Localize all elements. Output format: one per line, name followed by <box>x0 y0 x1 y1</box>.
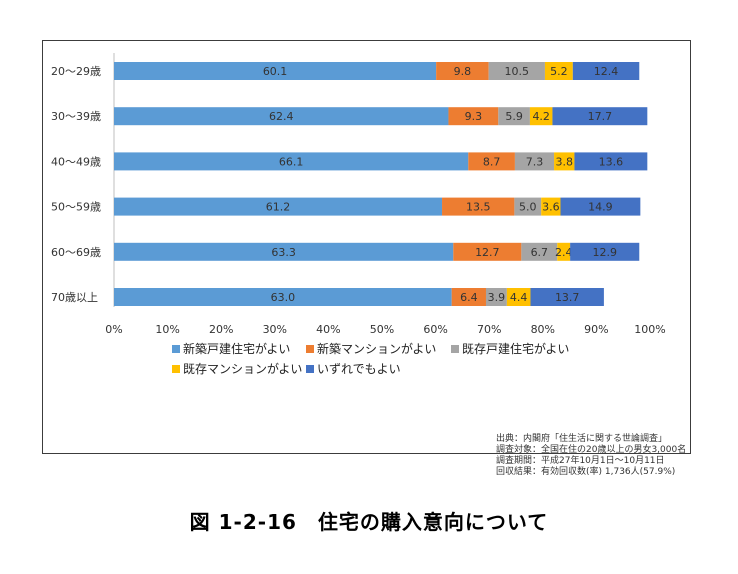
data-label: 3.8 <box>555 155 573 168</box>
bar-segment <box>114 197 443 216</box>
category-label: 70歳以上 <box>51 291 98 304</box>
legend-label: 既存マンションがよい <box>183 361 302 376</box>
data-label: 13.7 <box>555 291 580 304</box>
legend-swatch <box>451 345 459 353</box>
bar-segment <box>557 242 571 261</box>
x-tick-label: 90% <box>584 323 608 336</box>
category-label: 40〜49歳 <box>51 155 101 168</box>
category-label: 30〜39歳 <box>51 110 101 123</box>
data-label: 4.2 <box>532 110 550 123</box>
legend-label: 新築マンションがよい <box>317 341 436 356</box>
source-note: 出典：内閣府「住生活に関する世論調査」 調査対象：全国在住の20歳以上の男女3,… <box>496 434 736 478</box>
bar-segment <box>498 107 530 126</box>
bar-segment <box>488 62 545 80</box>
bar-segment <box>560 197 641 216</box>
data-label: 63.0 <box>271 291 296 304</box>
x-tick-label: 50% <box>370 323 394 336</box>
data-label: 17.7 <box>588 110 613 123</box>
data-label: 13.6 <box>599 155 624 168</box>
data-label: 5.9 <box>505 110 523 123</box>
bar-segment <box>448 107 499 126</box>
x-tick-label: 100% <box>634 323 665 336</box>
x-tick-label: 0% <box>105 323 122 336</box>
category-label: 60〜69歳 <box>51 246 101 259</box>
bar-segment <box>468 152 515 171</box>
x-tick-label: 20% <box>209 323 233 336</box>
data-label: 12.4 <box>594 65 619 78</box>
bar-segment <box>442 197 515 216</box>
bar-segment <box>451 288 486 306</box>
legend-swatch <box>172 365 180 373</box>
x-tick-label: 40% <box>316 323 340 336</box>
legend-swatch <box>306 345 314 353</box>
source-note-line: 出典：内閣府「住生活に関する世論調査」 <box>496 434 668 444</box>
data-label: 9.3 <box>465 110 483 123</box>
x-tick-label: 60% <box>423 323 447 336</box>
data-label: 14.9 <box>588 201 613 214</box>
source-note-line: 回収結果：有効回収数(率) 1,736人(57.9%) <box>496 467 676 477</box>
x-tick-label: 10% <box>155 323 179 336</box>
bar-segment <box>529 107 553 126</box>
data-label: 12.7 <box>475 246 500 259</box>
data-label: 62.4 <box>269 110 294 123</box>
bar-segment <box>570 242 640 261</box>
legend-label: 新築戸建住宅がよい <box>183 341 290 356</box>
source-note-line: 調査対象：全国在住の20歳以上の男女3,000名 <box>496 445 687 455</box>
category-label: 50〜59歳 <box>51 201 101 214</box>
bar-segment <box>436 62 489 80</box>
data-label: 3.6 <box>542 201 560 214</box>
bar-segment <box>541 197 561 216</box>
bar-segment <box>453 242 522 261</box>
data-label: 3.9 <box>488 291 506 304</box>
data-label: 13.5 <box>466 201 491 214</box>
bar-segment <box>485 288 507 306</box>
bar-segment <box>514 197 542 216</box>
bar-segment <box>114 62 437 80</box>
x-tick-label: 30% <box>263 323 287 336</box>
data-label: 4.4 <box>510 291 528 304</box>
bar-segment <box>552 107 648 126</box>
bar-segment <box>514 152 555 171</box>
legend-label: 既存戸建住宅がよい <box>462 341 569 356</box>
data-label: 9.8 <box>454 65 472 78</box>
legend-label: いずれでもよい <box>317 362 401 376</box>
data-label: 61.2 <box>266 201 291 214</box>
bar-segment <box>521 242 558 261</box>
data-label: 63.3 <box>271 246 296 259</box>
source-note-line: 調査期間：平成27年10月1日〜10月11日 <box>496 456 665 466</box>
data-label: 66.1 <box>279 155 304 168</box>
figure-caption: 図 1-2-16 住宅の購入意向について <box>189 510 549 534</box>
data-label: 8.7 <box>483 155 501 168</box>
x-tick-label: 80% <box>531 323 555 336</box>
data-label: 60.1 <box>263 65 288 78</box>
data-label: 7.3 <box>526 155 544 168</box>
data-label: 5.0 <box>519 201 537 214</box>
data-label: 6.4 <box>460 291 478 304</box>
bar-segment <box>554 152 575 171</box>
category-label: 20〜29歳 <box>51 65 101 78</box>
bar-segment <box>506 288 531 306</box>
stacked-bar-chart: 20〜29歳 60.1 9.8 10.5 5.2 12.4 30〜39歳 62.4 9.3 5.9… <box>51 53 666 376</box>
x-tick-label: 70% <box>477 323 501 336</box>
data-label: 10.5 <box>505 65 529 78</box>
bar-segment <box>114 288 452 306</box>
bar-segment <box>530 288 604 306</box>
bar-segment <box>114 242 454 261</box>
data-label: 5.2 <box>550 65 568 78</box>
data-label: 6.7 <box>531 246 549 259</box>
bar-segment <box>114 152 469 171</box>
bar-segment <box>114 107 449 126</box>
legend-swatch <box>172 345 180 353</box>
bar-segment <box>572 62 640 80</box>
bar-segment <box>544 62 573 80</box>
bar-segment <box>574 152 648 171</box>
data-label: 2.4 <box>555 246 573 259</box>
legend-swatch <box>306 365 314 373</box>
data-label: 12.9 <box>592 246 617 259</box>
chart-frame: 20〜29歳 60.1 9.8 10.5 5.2 12.4 30〜39歳 62.4 9.3 5.9… <box>42 40 691 477</box>
